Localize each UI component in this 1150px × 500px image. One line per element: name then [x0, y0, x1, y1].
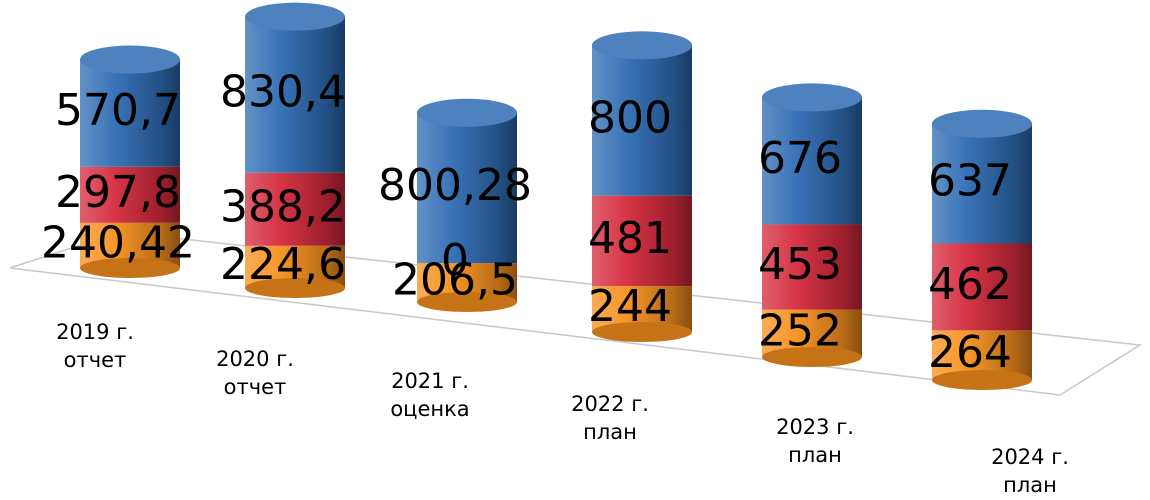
value-label: 224,6	[220, 239, 346, 290]
x-tick-label: 2024 г. план	[991, 445, 1069, 497]
value-label: 453	[758, 239, 842, 290]
bar-segment	[932, 243, 1032, 331]
x-tick-label: 2021 г. оценка	[390, 369, 470, 421]
value-label: 297,8	[55, 167, 181, 218]
value-label: 206,5	[392, 255, 518, 306]
bar-bottom	[932, 370, 1032, 390]
bar-top	[80, 45, 180, 74]
value-label: 676	[758, 133, 842, 184]
value-label: 264	[928, 327, 1012, 378]
bar-top	[932, 109, 1032, 138]
value-label: 462	[928, 259, 1012, 310]
bar-segment	[245, 172, 345, 246]
value-label: 830,4	[220, 67, 346, 118]
x-tick-label: 2019 г. отчет	[56, 320, 134, 372]
bar-segment	[80, 166, 180, 223]
bar-segment	[592, 195, 692, 287]
bar-segment	[762, 224, 862, 310]
bar-segment	[932, 123, 1032, 244]
bar-segment	[80, 59, 180, 167]
value-label: 388,2	[220, 181, 346, 232]
x-tick-label: 2023 г. план	[776, 415, 854, 467]
bar-bottom	[592, 322, 692, 342]
value-label: 637	[928, 156, 1012, 207]
value-label: 240,42	[41, 217, 195, 268]
bar-top	[592, 31, 692, 60]
bar-segment	[762, 97, 862, 225]
bar-segment	[592, 45, 692, 196]
bar-top	[762, 83, 862, 112]
value-label: 800	[588, 93, 672, 144]
value-label: 252	[758, 305, 842, 356]
x-tick-label: 2020 г. отчет	[216, 347, 294, 399]
bar-bottom	[245, 278, 345, 298]
value-label: 800,28	[378, 160, 532, 211]
value-label: 570,7	[55, 85, 181, 136]
bar-top	[245, 2, 345, 31]
x-tick-label: 2022 г. план	[571, 392, 649, 444]
bar-top	[417, 98, 517, 127]
bar-segment	[245, 16, 345, 173]
value-label: 244	[588, 281, 672, 332]
bar-bottom	[80, 258, 180, 278]
bar-bottom	[417, 292, 517, 312]
bar-segment	[417, 112, 517, 264]
value-label: 0	[441, 235, 469, 286]
value-label: 481	[588, 213, 672, 264]
bar-bottom	[762, 347, 862, 367]
